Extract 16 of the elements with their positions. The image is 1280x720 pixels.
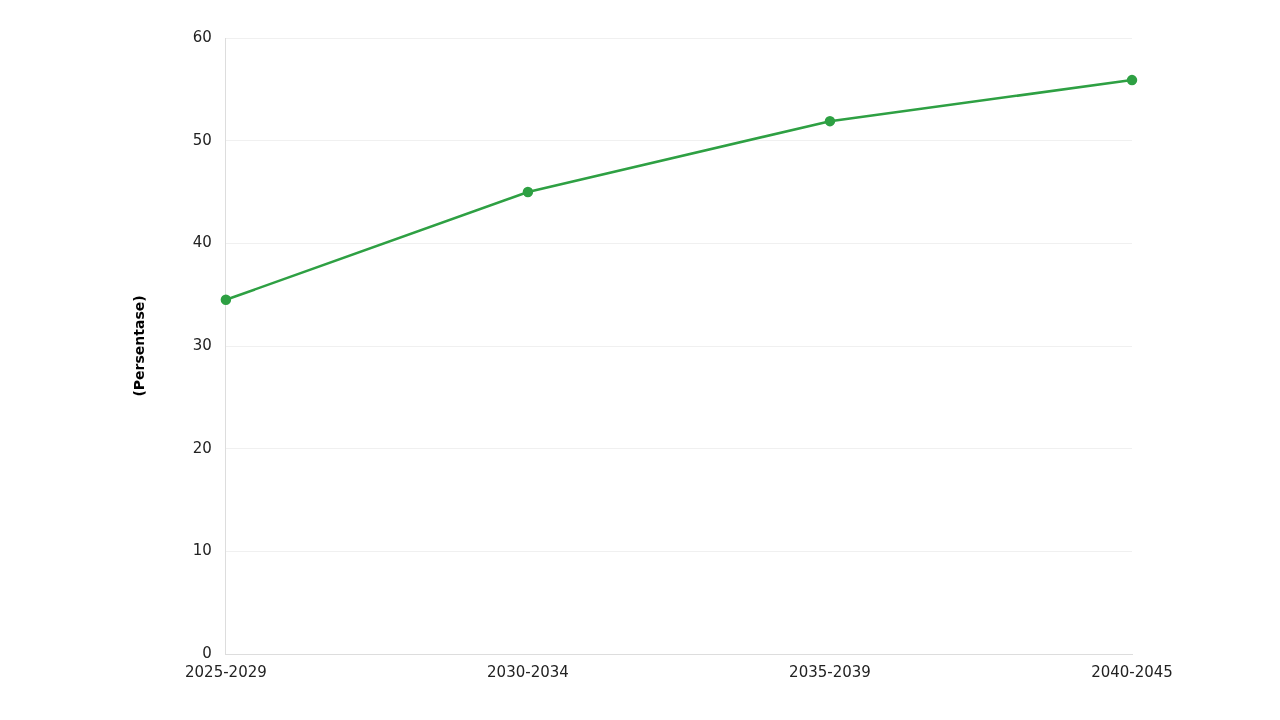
x-tick-label: 2035-2039: [789, 662, 871, 681]
y-tick-label: 40: [192, 233, 212, 252]
y-axis-title: (Persentase): [131, 295, 148, 397]
y-tick-label: 60: [192, 27, 212, 46]
y-tick-label: 0: [202, 643, 212, 662]
y-tick-label: 10: [192, 541, 212, 560]
y-tick-label: 20: [192, 438, 212, 457]
x-tick-label: 2025-2029: [185, 662, 267, 681]
point: [220, 294, 232, 306]
x-tick-label: 2040-2045: [1091, 662, 1173, 681]
point: [824, 115, 836, 127]
x-tick-label: 2030-2034: [487, 662, 569, 681]
point: [1126, 74, 1138, 86]
y-tick-label: 30: [192, 335, 212, 354]
point: [522, 186, 534, 198]
y-tick-label: 50: [192, 130, 212, 149]
